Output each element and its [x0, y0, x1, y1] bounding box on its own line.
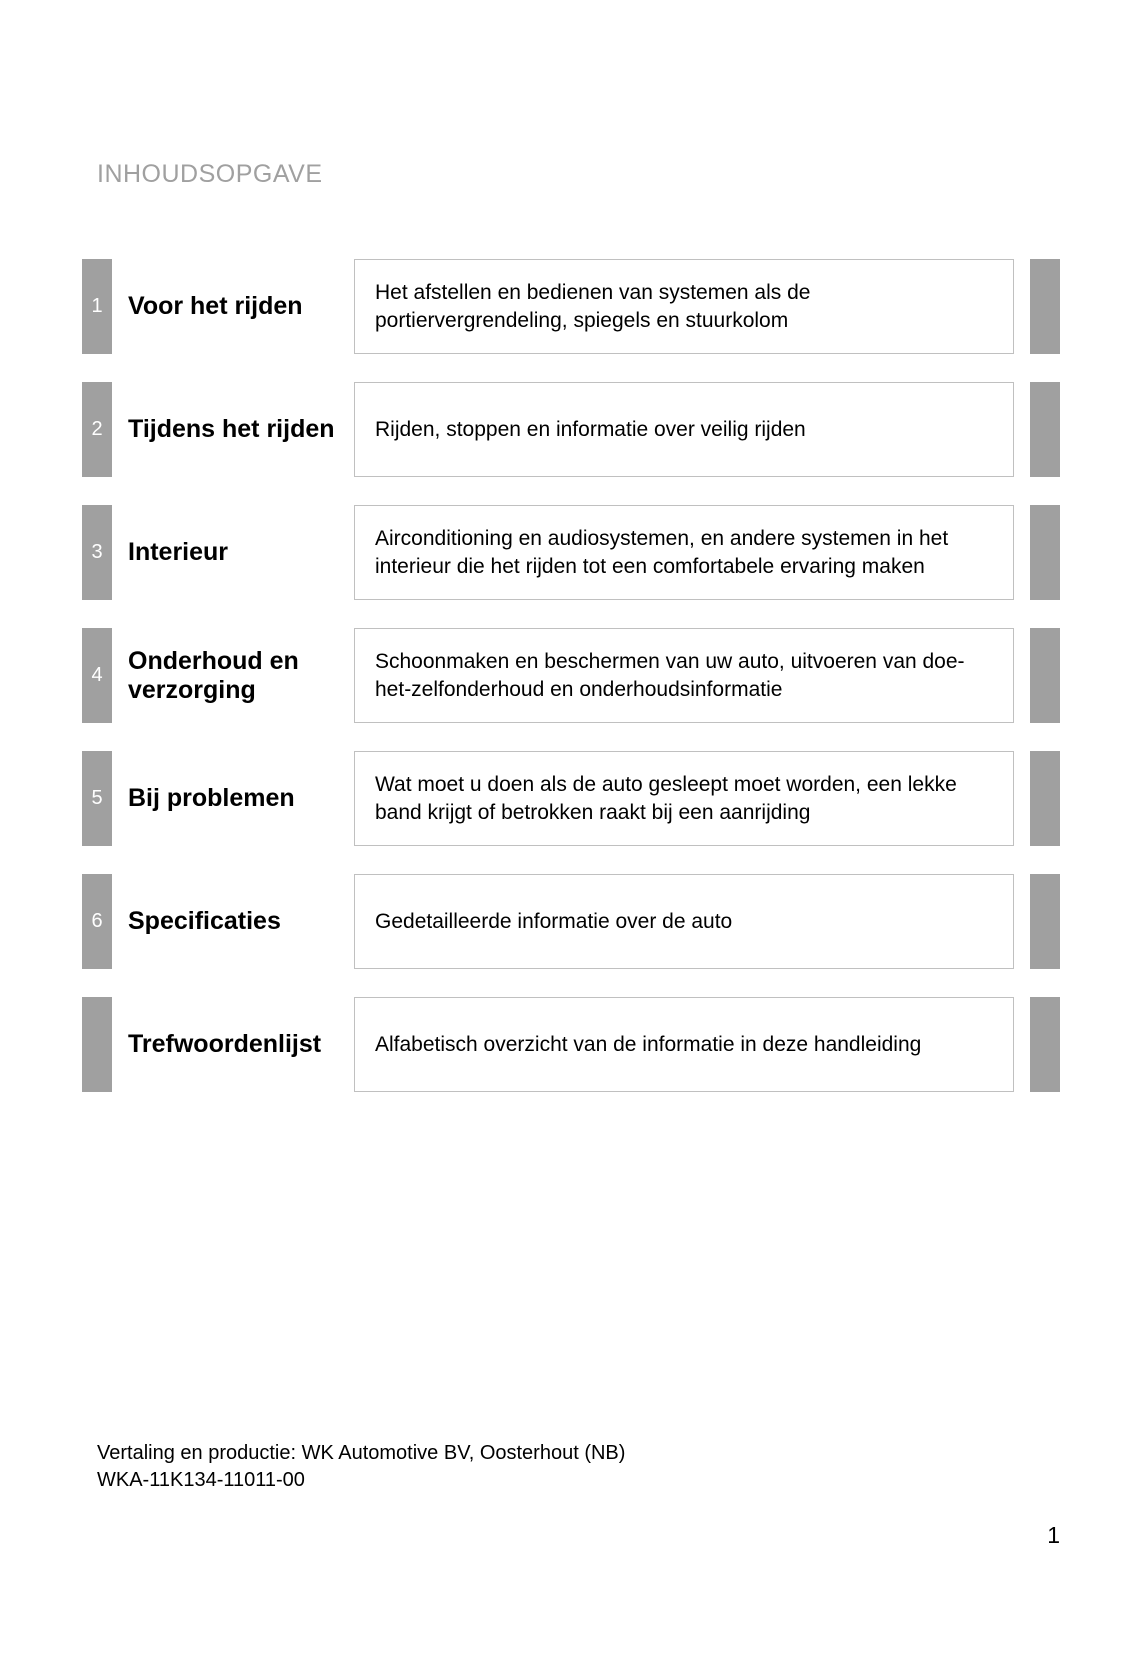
chapter-title: Tijdens het rijden	[128, 382, 338, 477]
chapter-title: Onderhoud en verzorging	[128, 628, 338, 723]
chapter-number: 2	[82, 382, 112, 477]
chapter-number: 6	[82, 874, 112, 969]
edge-tab	[1030, 505, 1060, 600]
edge-tab	[1030, 382, 1060, 477]
edge-tab	[1030, 874, 1060, 969]
chapter-number: 3	[82, 505, 112, 600]
chapter-title: Bij problemen	[128, 751, 338, 846]
chapter-description: Alfabetisch overzicht van de informatie …	[354, 997, 1014, 1092]
toc-row: 5 Bij problemen Wat moet u doen als de a…	[82, 751, 1060, 846]
chapter-title: Interieur	[128, 505, 338, 600]
chapter-description: Het afstellen en bedienen van systemen a…	[354, 259, 1014, 354]
toc-row: 3 Interieur Airconditioning en audiosyst…	[82, 505, 1060, 600]
chapter-title: Trefwoordenlijst	[128, 997, 338, 1092]
edge-tab	[1030, 997, 1060, 1092]
toc-row: 1 Voor het rijden Het afstellen en bedie…	[82, 259, 1060, 354]
page-heading: INHOUDSOPGAVE	[97, 160, 1060, 189]
page-number: 1	[1047, 1522, 1060, 1549]
chapter-number: 1	[82, 259, 112, 354]
footer: Vertaling en productie: WK Automotive BV…	[97, 1440, 625, 1494]
chapter-description: Rijden, stoppen en informatie over veili…	[354, 382, 1014, 477]
edge-tab	[1030, 628, 1060, 723]
toc-row: Trefwoordenlijst Alfabetisch overzicht v…	[82, 997, 1060, 1092]
edge-tab	[1030, 259, 1060, 354]
footer-line-1: Vertaling en productie: WK Automotive BV…	[97, 1440, 625, 1467]
chapter-title: Specificaties	[128, 874, 338, 969]
toc-row: 4 Onderhoud en verzorging Schoonmaken en…	[82, 628, 1060, 723]
chapter-description: Schoonmaken en beschermen van uw auto, u…	[354, 628, 1014, 723]
chapter-description: Gedetailleerde informatie over de auto	[354, 874, 1014, 969]
chapter-description: Airconditioning en audiosystemen, en and…	[354, 505, 1014, 600]
table-of-contents: 1 Voor het rijden Het afstellen en bedie…	[82, 259, 1060, 1092]
chapter-number: 4	[82, 628, 112, 723]
footer-line-2: WKA-11K134-11011-00	[97, 1467, 625, 1494]
chapter-number: 5	[82, 751, 112, 846]
chapter-title: Voor het rijden	[128, 259, 338, 354]
chapter-number	[82, 997, 112, 1092]
toc-row: 2 Tijdens het rijden Rijden, stoppen en …	[82, 382, 1060, 477]
edge-tab	[1030, 751, 1060, 846]
toc-row: 6 Specificaties Gedetailleerde informati…	[82, 874, 1060, 969]
chapter-description: Wat moet u doen als de auto gesleept moe…	[354, 751, 1014, 846]
